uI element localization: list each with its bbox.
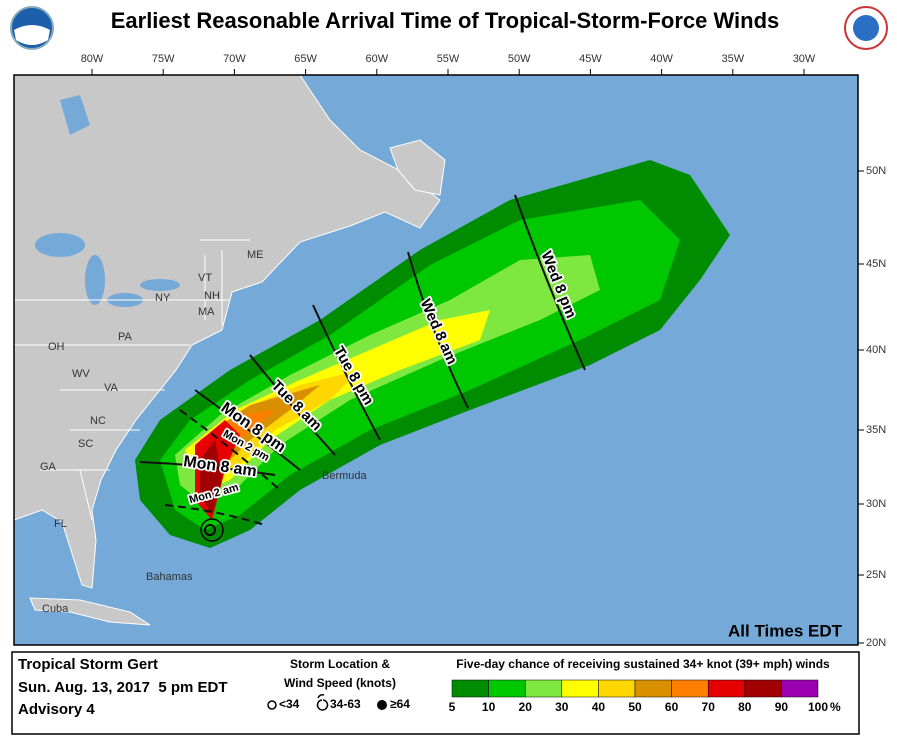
lon-label: 30W — [793, 53, 816, 65]
time-line — [514, 194, 586, 371]
place-label: SC — [78, 438, 93, 450]
lat-label: 30N — [866, 498, 886, 510]
place-label: Cuba — [42, 603, 69, 615]
symbol-weak — [267, 700, 277, 710]
scale-swatch — [598, 679, 636, 698]
advisory-date: Sun. Aug. 13, 2017 5 pm EDT — [18, 679, 228, 696]
lake — [140, 279, 180, 291]
swath-80 — [200, 440, 222, 515]
time-line-dashed — [179, 409, 281, 491]
map: ME VT NH NY MA PA OH WV VA NC SC GA FL B… — [13, 74, 859, 646]
storm-radius — [200, 518, 224, 542]
place-label: VT — [198, 272, 212, 284]
lon-label: 80W — [81, 53, 104, 65]
axes: 80W 75W 70W 65W 60W 55W 50W 45W 40W 35W 30W 50N 45N 4… — [81, 53, 887, 649]
time-line — [139, 461, 276, 476]
lake — [35, 233, 85, 257]
land-cuba — [29, 597, 151, 626]
scale-label: 50 — [628, 700, 642, 714]
borders — [14, 239, 250, 521]
scale-swatch — [488, 679, 526, 698]
lat-label: 45N — [866, 258, 886, 270]
scale-label: 10 — [482, 700, 496, 714]
place-label: ME — [247, 249, 264, 261]
scale-unit: % — [830, 700, 841, 714]
location-title: Storm Location & — [290, 657, 390, 671]
nws-logo-center — [853, 15, 879, 41]
place-label: NY — [155, 292, 171, 304]
time-lines — [139, 194, 586, 526]
place-label: Bermuda — [322, 470, 368, 482]
scale-label: 70 — [702, 700, 716, 714]
scale-label: 100 — [808, 700, 828, 714]
lon-label: 45W — [579, 53, 602, 65]
lon-label: 65W — [294, 53, 317, 65]
time-line — [407, 251, 469, 409]
symbol-label: <34 — [279, 697, 300, 711]
swath-40 — [195, 370, 360, 485]
lat-label: 50N — [866, 165, 886, 177]
storm-name: Tropical Storm Gert — [18, 656, 158, 673]
lon-label: 55W — [437, 53, 460, 65]
place-label: FL — [54, 518, 67, 530]
symbol-hurricane — [377, 700, 387, 710]
location-subtitle: Wind Speed (knots) — [284, 676, 396, 690]
swath-30 — [185, 310, 490, 490]
place-label: MA — [198, 306, 215, 318]
lon-label: 70W — [223, 53, 246, 65]
storm-location — [204, 524, 216, 536]
lon-label: 40W — [650, 53, 673, 65]
symbol-label: ≥64 — [390, 697, 410, 711]
time-line — [312, 304, 381, 441]
lat-label: 35N — [866, 424, 886, 436]
place-label: Bahamas — [146, 571, 193, 583]
water-hudson — [60, 95, 90, 135]
symbol-storm — [316, 694, 329, 711]
lat-label: 40N — [866, 344, 886, 356]
time-zone-note: All Times EDT — [728, 621, 843, 640]
place-label: NH — [204, 290, 220, 302]
scale-label: 40 — [592, 700, 606, 714]
place-label: VA — [104, 382, 119, 394]
scale-swatch — [634, 679, 672, 698]
lon-label: 75W — [152, 53, 175, 65]
map-frame — [13, 74, 859, 646]
scale-swatch — [451, 679, 489, 698]
time-line-dashed — [164, 504, 266, 526]
advisory-number: Advisory 4 — [18, 701, 95, 718]
place-label: NC — [90, 415, 106, 427]
lake — [85, 255, 105, 305]
color-scale: 5 10 20 30 40 50 60 70 80 90 100% — [449, 679, 841, 714]
scale-label: 5 — [449, 700, 456, 714]
title: Earliest Reasonable Arrival Time of Trop… — [111, 8, 780, 33]
lat-label: 20N — [866, 637, 886, 649]
swath-20 — [175, 255, 600, 505]
time-line — [249, 354, 336, 456]
scale-swatch — [561, 679, 599, 698]
scale-label: 80 — [738, 700, 752, 714]
time-line — [194, 389, 301, 471]
place-label: OH — [48, 341, 65, 353]
lon-label: 60W — [365, 53, 388, 65]
place-label: PA — [118, 331, 133, 343]
noaa-logo-wing — [14, 25, 50, 45]
scale-label: 30 — [555, 700, 569, 714]
scale-swatch — [671, 679, 709, 698]
lat-label: 25N — [866, 569, 886, 581]
land-newfoundland — [389, 139, 446, 196]
scale-swatch — [744, 679, 782, 698]
lon-label: 50W — [508, 53, 531, 65]
scale-swatch — [524, 679, 563, 698]
scale-label: 60 — [665, 700, 679, 714]
place-label: GA — [40, 461, 57, 473]
scale-swatch — [707, 679, 746, 698]
symbol-label: 34-63 — [330, 697, 361, 711]
scale-swatch — [781, 679, 819, 698]
place-label: WV — [72, 368, 90, 380]
lon-label: 35W — [721, 53, 744, 65]
scale-label: 90 — [775, 700, 789, 714]
scale-label: 20 — [519, 700, 533, 714]
scale-title: Five-day chance of receiving sustained 3… — [456, 657, 830, 671]
